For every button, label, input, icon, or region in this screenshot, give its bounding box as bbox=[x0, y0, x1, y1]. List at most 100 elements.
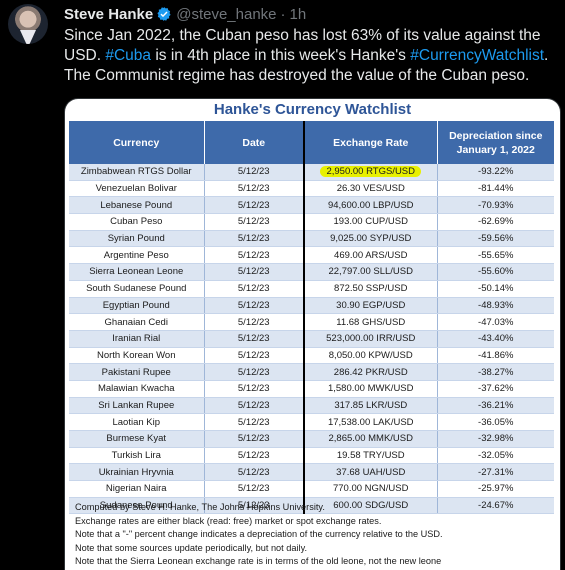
table-row: South Sudanese Pound 5/12/23 872.50 SSP/US… bbox=[69, 280, 554, 298]
author-name[interactable]: Steve Hanke bbox=[64, 5, 154, 23]
cell-exchange-rate-text: 1,580.00 MWK/USD bbox=[327, 383, 414, 395]
cell-exchange-rate: 37.68 UAH/USD bbox=[304, 463, 438, 482]
cell-date: 5/12/23 bbox=[204, 463, 305, 482]
tweet-timestamp[interactable]: 1h bbox=[289, 5, 307, 23]
author-handle[interactable]: @steve_hanke bbox=[176, 5, 277, 23]
cell-exchange-rate-text: 600.00 SDG/USD bbox=[333, 500, 409, 512]
cell-date-text: 5/12/23 bbox=[237, 299, 270, 311]
footnote-line: Note that some sources update periodical… bbox=[75, 542, 308, 553]
author-avatar[interactable] bbox=[8, 4, 48, 44]
cell-exchange-rate: 2,950.00 RTGS/USD bbox=[304, 164, 438, 181]
cell-date-text: 5/12/23 bbox=[237, 399, 270, 411]
hashtag-watchlist-link[interactable]: #CurrencyWatchlist bbox=[410, 47, 545, 64]
cell-depreciation: -38.27% bbox=[437, 363, 554, 381]
cell-date-text: 5/12/23 bbox=[237, 383, 270, 395]
cell-currency-text: Zimbabwean RTGS Dollar bbox=[80, 166, 192, 178]
footnote-line: Note that a "-" percent change indicates… bbox=[75, 529, 443, 540]
cell-currency-text: North Korean Won bbox=[96, 349, 176, 361]
table-row: Iranian Rial 5/12/23 523,000.00 IRR/USD -43… bbox=[69, 330, 554, 348]
cell-date: 5/12/23 bbox=[204, 196, 305, 215]
cell-currency: Lebanese Pound bbox=[69, 196, 205, 215]
cell-depreciation-text: -47.03% bbox=[478, 316, 514, 328]
table-row: Ghanaian Cedi 5/12/23 11.68 GHS/USD -47.03% bbox=[69, 313, 554, 331]
cell-depreciation-text: -93.22% bbox=[478, 166, 514, 178]
cell-depreciation-text: -48.93% bbox=[478, 299, 514, 311]
cell-date: 5/12/23 bbox=[204, 213, 305, 231]
cell-currency-text: Egyptian Pound bbox=[102, 299, 170, 311]
cell-exchange-rate-text: 872.50 SSP/USD bbox=[334, 283, 408, 295]
header-depreciation-line2: January 1, 2022 bbox=[456, 143, 535, 156]
table-row: Sierra Leonean Leone 5/12/23 22,797.00 SLL… bbox=[69, 263, 554, 281]
tweet-header: Steve Hanke @steve_hanke · 1h bbox=[64, 4, 306, 24]
cell-depreciation-text: -24.67% bbox=[478, 500, 514, 512]
header-date: Date bbox=[204, 121, 305, 164]
cell-depreciation-text: -55.60% bbox=[478, 266, 514, 278]
cell-currency: Nigerian Naira bbox=[69, 480, 205, 498]
table-row: Malawian Kwacha 5/12/23 1,580.00 MWK/USD -3… bbox=[69, 380, 554, 398]
cell-currency: Sierra Leonean Leone bbox=[69, 263, 205, 281]
cell-depreciation: -37.62% bbox=[437, 380, 554, 398]
cell-date-text: 5/12/23 bbox=[237, 500, 270, 512]
cell-date-text: 5/12/23 bbox=[237, 216, 270, 228]
cell-currency-text: Ukrainian Hryvnia bbox=[98, 466, 174, 478]
verified-badge-icon bbox=[157, 7, 171, 21]
cell-exchange-rate-text: 94,600.00 LBP/USD bbox=[327, 199, 414, 211]
cell-date: 5/12/23 bbox=[204, 413, 305, 431]
cell-currency: Zimbabwean RTGS Dollar bbox=[69, 164, 205, 181]
table-row: Nigerian Naira 5/12/23 770.00 NGN/USD -25.9… bbox=[69, 480, 554, 498]
cell-exchange-rate-text: 523,000.00 IRR/USD bbox=[326, 333, 416, 345]
cell-currency: Pakistani Rupee bbox=[69, 363, 205, 381]
cell-exchange-rate: 1,580.00 MWK/USD bbox=[304, 380, 438, 398]
cell-depreciation: -25.97% bbox=[437, 480, 554, 498]
cell-exchange-rate-text: 2,865.00 MMK/USD bbox=[328, 433, 413, 445]
cell-date-text: 5/12/23 bbox=[237, 349, 270, 361]
table-row: Turkish Lira 5/12/23 19.58 TRY/USD -32.05% bbox=[69, 447, 554, 465]
cell-depreciation: -41.86% bbox=[437, 347, 554, 365]
watchlist-title: Hanke's Currency Watchlist bbox=[213, 101, 412, 118]
hashtag-cuba-link[interactable]: #Cuba bbox=[105, 47, 152, 64]
cell-depreciation-text: -32.05% bbox=[478, 450, 514, 462]
cell-exchange-rate: 26.30 VES/USD bbox=[304, 180, 438, 198]
cell-currency-text: South Sudanese Pound bbox=[86, 283, 187, 295]
cell-exchange-rate: 600.00 SDG/USD bbox=[304, 497, 438, 515]
cell-currency: Iranian Rial bbox=[69, 330, 205, 348]
cell-date: 5/12/23 bbox=[204, 430, 305, 448]
cell-depreciation-text: -70.93% bbox=[478, 199, 514, 211]
cell-depreciation: -48.93% bbox=[437, 297, 554, 315]
cell-date-text: 5/12/23 bbox=[237, 416, 270, 428]
cell-exchange-rate: 469.00 ARS/USD bbox=[304, 246, 438, 265]
tweet-media-image[interactable]: Hanke's Currency Watchlist Currency Date… bbox=[64, 98, 561, 570]
table-row: Ukrainian Hryvnia 5/12/23 37.68 UAH/USD -27… bbox=[69, 463, 554, 482]
cell-currency: Egyptian Pound bbox=[69, 297, 205, 315]
cell-exchange-rate: 317.85 LKR/USD bbox=[304, 397, 438, 415]
cell-currency-text: Lebanese Pound bbox=[100, 199, 173, 211]
cell-currency-text: Laotian Kip bbox=[112, 416, 161, 428]
cell-depreciation: -27.31% bbox=[437, 463, 554, 482]
cell-date: 5/12/23 bbox=[204, 164, 305, 181]
cell-date: 5/12/23 bbox=[204, 480, 305, 498]
cell-currency-text: Argentine Peso bbox=[103, 249, 169, 261]
cell-exchange-rate-text: 37.68 UAH/USD bbox=[336, 466, 406, 478]
table-row: Pakistani Rupee 5/12/23 286.42 PKR/USD -38.… bbox=[69, 363, 554, 381]
cell-exchange-rate: 193.00 CUP/USD bbox=[304, 213, 438, 231]
cell-currency-text: Nigerian Naira bbox=[105, 483, 167, 495]
tweet-text: Since Jan 2022, the Cuban peso has lost … bbox=[64, 26, 554, 86]
cell-currency-text: Malawian Kwacha bbox=[97, 383, 175, 395]
cell-date-text: 5/12/23 bbox=[237, 450, 270, 462]
cell-exchange-rate-text: 286.42 PKR/USD bbox=[333, 366, 408, 378]
tweet-text-part: . The Communist regime has destroyed the… bbox=[64, 47, 549, 84]
cell-currency: Sri Lankan Rupee bbox=[69, 397, 205, 415]
cell-currency-text: Pakistani Rupee bbox=[101, 366, 171, 378]
cell-date-text: 5/12/23 bbox=[237, 283, 270, 295]
table-row: Cuban Peso 5/12/23 193.00 CUP/USD -62.69% bbox=[69, 213, 554, 231]
cell-date: 5/12/23 bbox=[204, 397, 305, 415]
cell-depreciation-text: -36.05% bbox=[478, 416, 514, 428]
cell-exchange-rate-text: 17,538.00 LAK/USD bbox=[327, 416, 414, 428]
footnote-line: Exchange rates are either black (read: f… bbox=[75, 515, 382, 526]
cell-depreciation-text: -59.56% bbox=[478, 233, 514, 245]
cell-date: 5/12/23 bbox=[204, 230, 305, 248]
cell-currency: Burmese Kyat bbox=[69, 430, 205, 448]
cell-currency: Argentine Peso bbox=[69, 246, 205, 265]
cell-depreciation: -32.98% bbox=[437, 430, 554, 448]
cell-exchange-rate: 19.58 TRY/USD bbox=[304, 447, 438, 465]
